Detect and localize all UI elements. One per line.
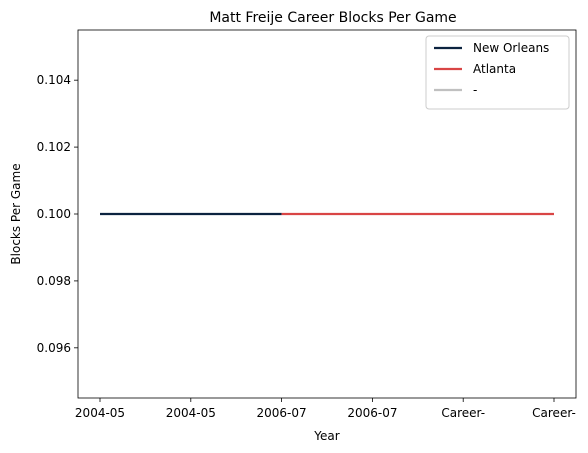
x-tick-label: Career- — [532, 406, 576, 420]
y-tick-label: 0.104 — [37, 73, 71, 87]
legend: New Orleans Atlanta - — [425, 35, 570, 110]
legend-label: Atlanta — [473, 62, 516, 76]
x-tick-label: 2004-05 — [166, 406, 216, 420]
y-tick-label: 0.100 — [37, 207, 71, 221]
y-tick-label: 0.102 — [37, 140, 71, 154]
x-tick-label: Career- — [441, 406, 485, 420]
legend-label: - — [473, 83, 477, 97]
x-tick-label: 2006-07 — [257, 406, 307, 420]
x-tick-label: 2006-07 — [347, 406, 397, 420]
chart-title: Matt Freije Career Blocks Per Game — [209, 10, 456, 26]
legend-label: New Orleans — [473, 41, 549, 55]
y-tick-label: 0.098 — [37, 274, 71, 288]
y-axis: 0.096 0.098 0.100 0.102 0.104 — [37, 73, 78, 355]
x-axis: 2004-05 2004-05 2006-07 2006-07 Career- Caree… — [75, 398, 576, 420]
y-axis-label: Blocks Per Game — [9, 163, 23, 264]
y-tick-label: 0.096 — [37, 341, 71, 355]
x-tick-label: 2004-05 — [75, 406, 125, 420]
x-axis-label: Year — [313, 429, 339, 443]
